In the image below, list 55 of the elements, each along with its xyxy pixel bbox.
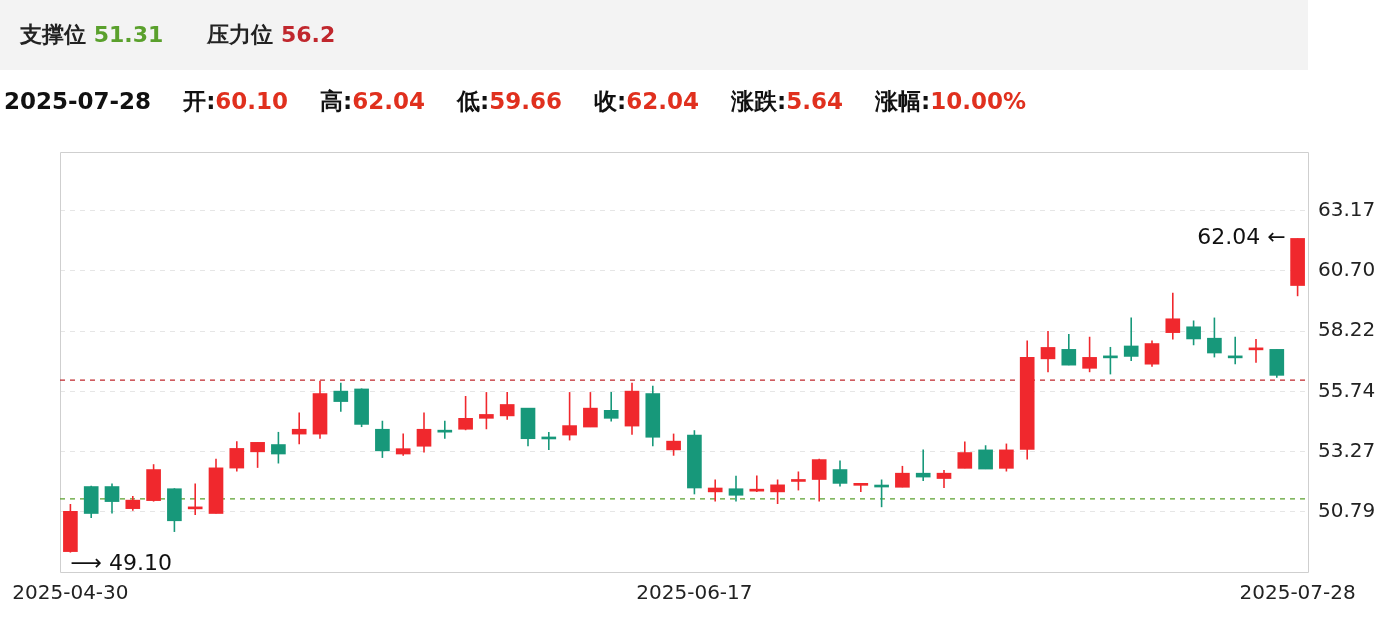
y-tick-label: 55.74: [1318, 377, 1376, 402]
candlestick: [895, 465, 910, 489]
candlestick: [291, 411, 307, 446]
text: 开:60.10: [183, 88, 289, 114]
text: 2025-07-28: [4, 88, 152, 114]
candlestick: [1061, 333, 1077, 366]
candlestick: [1186, 319, 1201, 347]
candlestick: [770, 478, 785, 505]
candlestick: [728, 475, 744, 503]
candlestick: [791, 470, 806, 492]
x-tick-label: 2025-04-30: [12, 580, 129, 605]
candlestick: [1040, 330, 1056, 373]
candlestick: [853, 483, 869, 493]
text: 高:62.04: [320, 88, 426, 114]
x-tick-label: 2025-06-17: [636, 580, 753, 605]
y-tick-label: 50.79: [1318, 497, 1376, 522]
candlestick: [999, 442, 1014, 473]
candlestick: [1165, 292, 1181, 341]
y-tick-label: 60.70: [1318, 257, 1376, 282]
candlestick: [666, 432, 681, 457]
text: 收:62.04: [594, 88, 699, 114]
candlestick: [832, 459, 848, 488]
candlestick: [458, 395, 473, 432]
candlestick: [375, 419, 390, 459]
candlestick: [1123, 316, 1139, 362]
text: 压力位 56.2: [207, 22, 336, 47]
candlestick: [603, 391, 619, 423]
annotation: ⟶ 49.10: [70, 550, 172, 576]
text: 低:59.66: [457, 88, 563, 114]
text: 涨幅:10.00%: [874, 88, 1026, 114]
candlestick: [957, 440, 973, 470]
y-tick-label: 63.17: [1318, 197, 1376, 222]
text: 支撑位 51.31: [20, 22, 164, 47]
candlestick: [104, 482, 120, 515]
x-tick-label: 2025-07-28: [1239, 580, 1356, 605]
candlestick: [271, 431, 286, 465]
candlestick: [583, 391, 598, 428]
candlestick: [562, 391, 577, 442]
candlestick: [395, 432, 411, 457]
candlestick: [250, 441, 265, 469]
y-tick-label: 58.22: [1318, 317, 1376, 342]
candlestick: [707, 478, 723, 503]
candlestick: [333, 381, 349, 413]
y-tick-label: 53.27: [1318, 437, 1376, 462]
annotation: 62.04 ←: [1197, 224, 1286, 250]
candlestick: [915, 448, 931, 482]
candlestick: [1082, 335, 1097, 373]
text: 涨跌:5.64: [731, 88, 843, 114]
candlestick: [811, 458, 827, 503]
candlestick: [1207, 316, 1222, 359]
candlestick: [1144, 339, 1160, 368]
candlestick: [479, 391, 494, 431]
candlestick: [416, 411, 432, 454]
candlestick: [229, 440, 245, 473]
candlestick: [499, 391, 515, 421]
